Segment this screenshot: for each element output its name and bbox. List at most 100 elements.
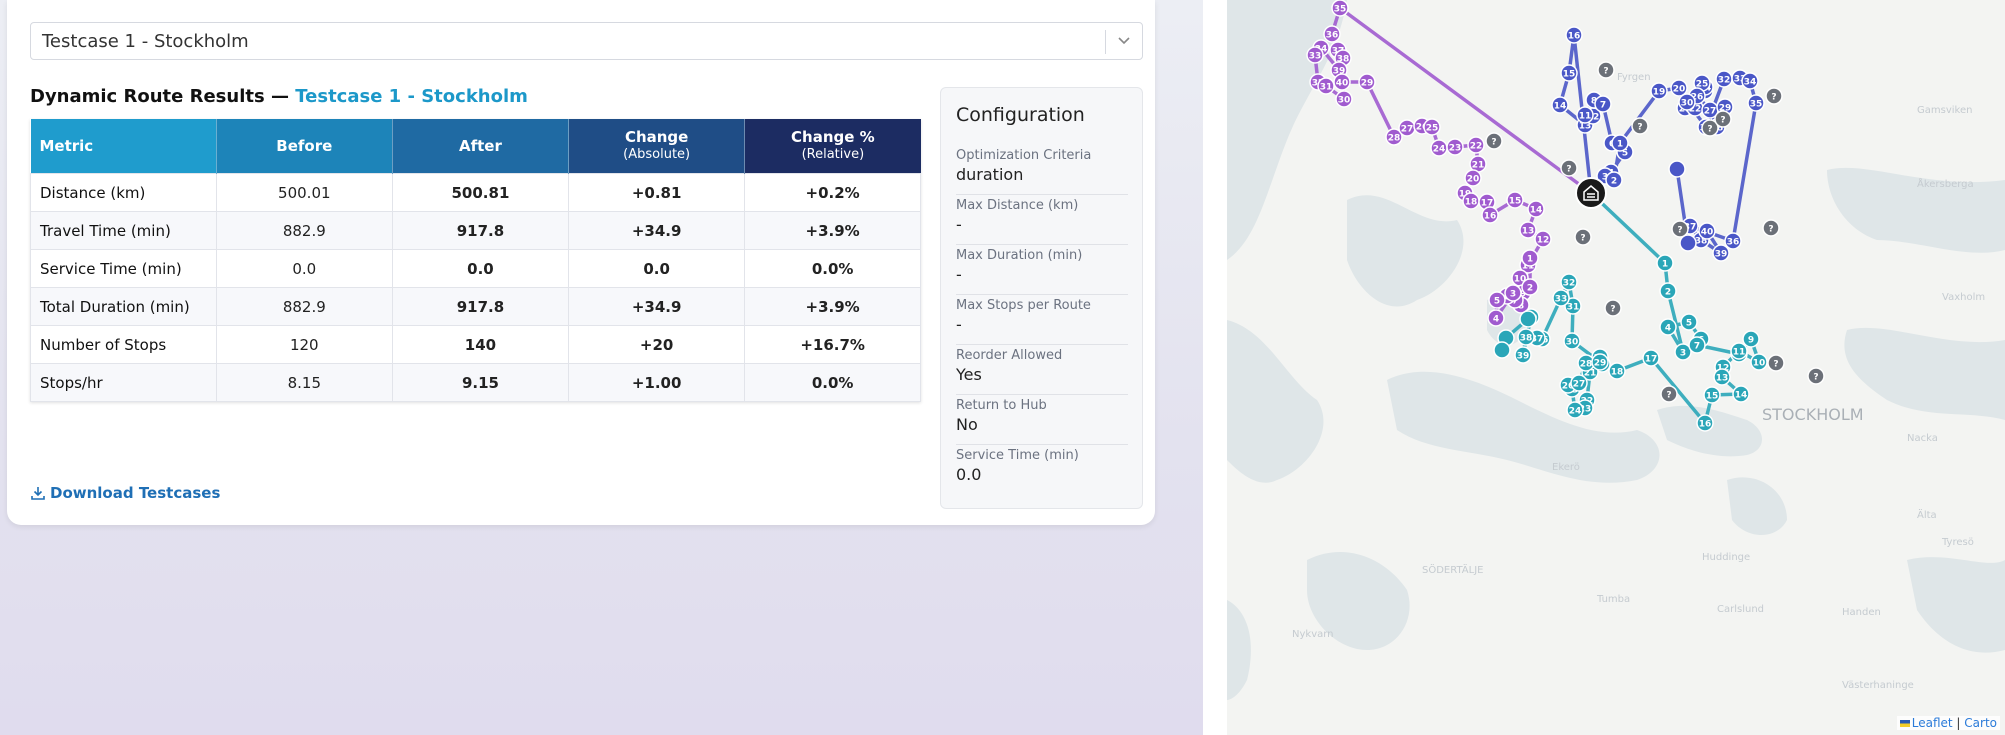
stop-marker[interactable]: 14 <box>1527 200 1545 218</box>
stop-marker[interactable]: 39 <box>1514 346 1532 364</box>
stop-marker[interactable]: 3 <box>1674 343 1692 361</box>
map-canvas[interactable]: Fyrgen Åkersberga Vaxholm Gamsviken STOCKHOL… <box>1227 0 2005 735</box>
stop-marker[interactable]: 5 <box>1488 291 1506 309</box>
stop-marker[interactable]: 39 <box>1712 244 1730 262</box>
stop-marker[interactable]: 31 <box>1317 77 1335 95</box>
unassigned-stop-marker[interactable]: ? <box>1765 87 1783 105</box>
unassigned-stop-marker[interactable]: ? <box>1807 367 1825 385</box>
stop-marker[interactable] <box>1519 310 1537 328</box>
stop-marker[interactable]: 27 <box>1398 119 1416 137</box>
stop-marker[interactable]: 33 <box>1552 289 1570 307</box>
stop-marker[interactable] <box>1493 341 1511 359</box>
stop-marker[interactable]: 33 <box>1306 46 1324 64</box>
unassigned-stop-marker[interactable]: ? <box>1574 228 1592 246</box>
hub-marker[interactable] <box>1575 177 1607 209</box>
stop-marker[interactable]: 27 <box>1570 374 1588 392</box>
stop-marker[interactable] <box>1679 234 1697 252</box>
stop-marker[interactable]: 15 <box>1703 386 1721 404</box>
stop-marker[interactable]: 40 <box>1333 73 1351 91</box>
unassigned-stop-marker[interactable]: ? <box>1660 385 1678 403</box>
stop-marker[interactable]: 32 <box>1560 273 1578 291</box>
stop-marker[interactable]: 14 <box>1732 385 1750 403</box>
stop-marker[interactable]: 1 <box>1611 134 1629 152</box>
place-label: Nykvarn <box>1292 629 1334 640</box>
stop-marker[interactable]: 1 <box>1521 249 1539 267</box>
leaflet-link[interactable]: Leaflet <box>1911 716 1953 730</box>
stop-marker[interactable]: 16 <box>1696 414 1714 432</box>
stop-marker[interactable]: 17 <box>1642 349 1660 367</box>
unassigned-stop-marker[interactable]: ? <box>1762 219 1780 237</box>
stop-marker[interactable]: 17 <box>1478 193 1496 211</box>
stop-marker[interactable]: 24 <box>1566 401 1584 419</box>
results-heading-link[interactable]: Testcase 1 - Stockholm <box>295 86 528 107</box>
stop-marker[interactable]: 23 <box>1446 138 1464 156</box>
carto-link[interactable]: Carto <box>1964 716 1997 730</box>
route-map[interactable]: Fyrgen Åkersberga Vaxholm Gamsviken STOCKHOL… <box>1203 0 2005 735</box>
stop-marker[interactable]: 1 <box>1656 254 1674 272</box>
stop-marker[interactable]: 11 <box>1576 106 1594 124</box>
config-item-value: - <box>956 215 962 234</box>
stop-marker[interactable]: 28 <box>1385 128 1403 146</box>
stop-marker[interactable]: 7 <box>1594 95 1612 113</box>
stop-marker[interactable]: 2 <box>1521 278 1539 296</box>
testcase-select[interactable]: Testcase 1 - Stockholm <box>30 22 1143 60</box>
stop-marker[interactable]: 29 <box>1358 73 1376 91</box>
stop-marker[interactable]: 13 <box>1519 221 1537 239</box>
unassigned-stop-marker[interactable]: ? <box>1560 159 1578 177</box>
before-cell: 8.15 <box>215 363 393 402</box>
stop-marker[interactable]: 16 <box>1565 26 1583 44</box>
stop-marker[interactable]: 19 <box>1650 82 1668 100</box>
stop-marker[interactable]: 12 <box>1534 230 1552 248</box>
stop-marker[interactable]: 4 <box>1659 318 1677 336</box>
stop-marker[interactable]: 25 <box>1423 118 1441 136</box>
unassigned-stop-marker[interactable]: ? <box>1714 110 1732 128</box>
stop-marker[interactable]: 20 <box>1670 79 1688 97</box>
unassigned-stop-marker[interactable]: ? <box>1767 354 1785 372</box>
download-testcases-link[interactable]: Download Testcases <box>30 484 220 502</box>
stop-marker[interactable]: 34 <box>1741 72 1759 90</box>
stop-marker[interactable]: 35 <box>1331 0 1349 17</box>
stop-marker[interactable]: 10 <box>1750 353 1768 371</box>
stop-marker[interactable]: 18 <box>1462 192 1480 210</box>
stop-marker[interactable]: 29 <box>1591 353 1609 371</box>
stop-marker[interactable]: 40 <box>1698 222 1716 240</box>
unassigned-stop-marker[interactable]: ? <box>1701 119 1719 137</box>
stop-marker[interactable]: 31 <box>1564 297 1582 315</box>
unassigned-stop-marker[interactable]: ? <box>1671 220 1689 238</box>
route-markers[interactable]: 3536373839343332313040292827262524232221… <box>1306 0 1825 432</box>
stop-marker[interactable]: 2 <box>1659 282 1677 300</box>
stop-marker[interactable]: 5 <box>1680 313 1698 331</box>
stop-marker[interactable]: 16 <box>1481 206 1499 224</box>
stop-marker[interactable]: 30 <box>1335 90 1353 108</box>
unassigned-stop-marker[interactable]: ? <box>1485 132 1503 150</box>
stop-marker[interactable]: 36 <box>1323 25 1341 43</box>
stop-marker[interactable]: 4 <box>1487 309 1505 327</box>
stop-marker[interactable]: 30 <box>1563 332 1581 350</box>
stop-marker[interactable]: 14 <box>1551 96 1569 114</box>
stop-marker[interactable]: 9 <box>1742 330 1760 348</box>
stop-marker[interactable]: 30 <box>1678 93 1696 111</box>
stop-marker[interactable]: 20 <box>1464 169 1482 187</box>
stop-marker[interactable]: 18 <box>1608 362 1626 380</box>
stop-marker[interactable]: 11 <box>1730 342 1748 360</box>
stop-marker[interactable]: 7 <box>1688 336 1706 354</box>
unassigned-stop-marker[interactable]: ? <box>1597 61 1615 79</box>
svg-text:16: 16 <box>1568 32 1581 42</box>
place-label: SÖDERTÄLJE <box>1422 563 1483 576</box>
stop-marker[interactable]: 3 <box>1504 284 1522 302</box>
svg-text:23: 23 <box>1449 144 1462 154</box>
stop-marker[interactable]: 13 <box>1713 368 1731 386</box>
stop-marker[interactable]: 24 <box>1430 139 1448 157</box>
stop-marker[interactable]: 36 <box>1724 232 1742 250</box>
stop-marker[interactable]: 38 <box>1517 328 1535 346</box>
stop-marker[interactable]: 35 <box>1747 94 1765 112</box>
stop-marker[interactable] <box>1668 160 1686 178</box>
stop-marker[interactable]: 2 <box>1605 171 1623 189</box>
chevron-down-icon[interactable] <box>1116 32 1132 48</box>
stop-marker[interactable]: 32 <box>1715 70 1733 88</box>
stop-marker[interactable]: 22 <box>1467 136 1485 154</box>
unassigned-stop-marker[interactable]: ? <box>1631 117 1649 135</box>
stop-marker[interactable]: 15 <box>1506 191 1524 209</box>
unassigned-stop-marker[interactable]: ? <box>1604 299 1622 317</box>
stop-marker[interactable]: 15 <box>1560 64 1578 82</box>
